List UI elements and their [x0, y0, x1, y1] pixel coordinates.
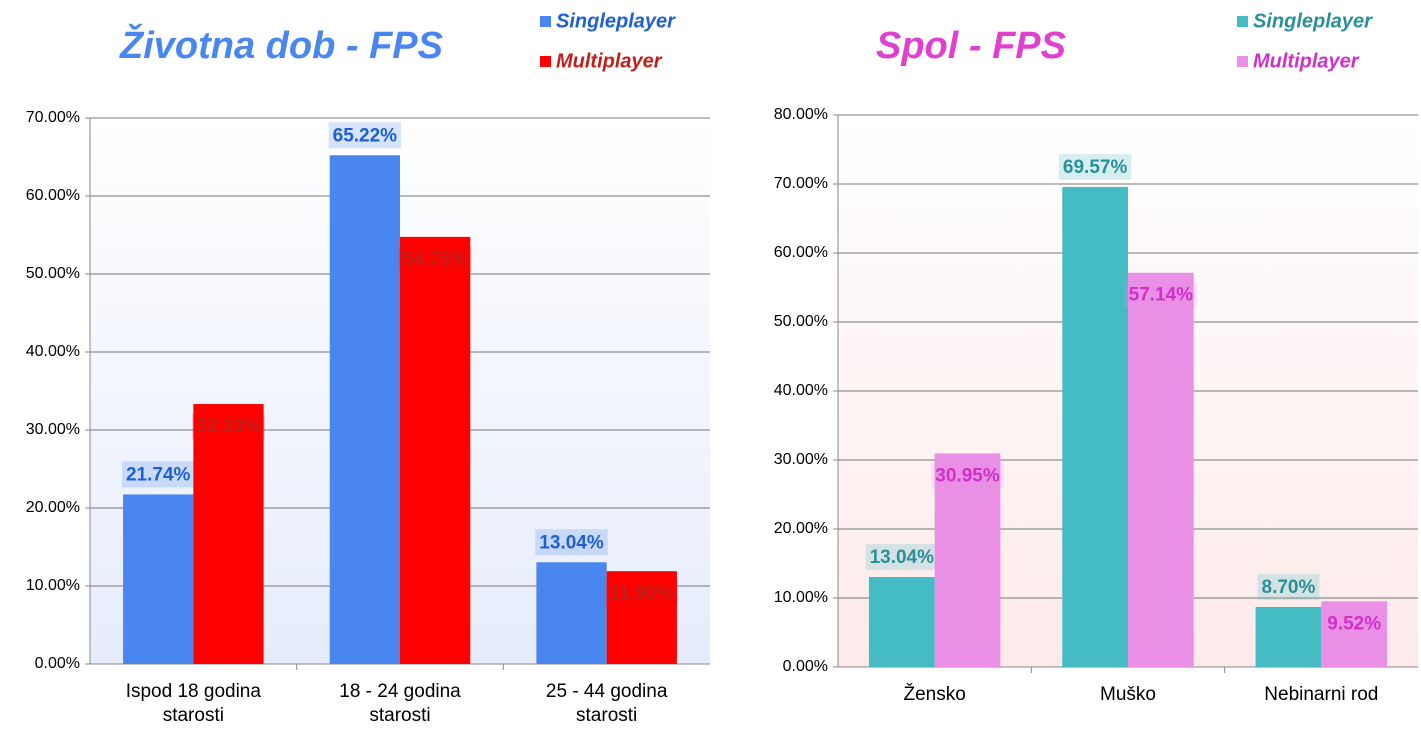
bar	[1128, 272, 1194, 667]
bar	[123, 494, 194, 664]
x-tick-label: Ispod 18 godina starosti	[125, 681, 261, 726]
legend-label: Multiplayer	[1253, 50, 1360, 72]
value-label: 11.90%	[610, 583, 673, 604]
value-label-bg	[1124, 281, 1198, 308]
chart-title: Životna dob - FPS	[119, 23, 443, 67]
y-tick-label: 50.00%	[774, 313, 828, 330]
x-tick-label: 25 - 44 godina starosti	[545, 681, 668, 726]
value-label: 9.52%	[1327, 613, 1381, 634]
y-tick-label: 10.00%	[26, 577, 80, 594]
value-label-bg	[606, 580, 678, 607]
value-label: 54.76%	[403, 249, 468, 270]
y-tick-label: 40.00%	[774, 382, 828, 399]
y-tick-label: 40.00%	[26, 343, 80, 360]
value-label-bg	[1257, 573, 1320, 600]
y-tick-label: 60.00%	[26, 187, 80, 204]
x-tick-label: Muško	[1100, 684, 1156, 705]
bar	[193, 404, 264, 664]
y-tick-label: 10.00%	[774, 589, 828, 606]
legend-swatch	[540, 56, 551, 67]
legend-label: Singleplayer	[1253, 10, 1373, 32]
value-label: 30.95%	[935, 465, 1000, 486]
y-tick-label: 30.00%	[26, 421, 80, 438]
y-tick-label: 80.00%	[774, 106, 828, 123]
bar	[1321, 601, 1388, 667]
value-label-bg	[535, 529, 608, 556]
value-label: 21.74%	[126, 464, 191, 485]
value-label-bg	[1323, 610, 1386, 637]
value-label: 13.04%	[870, 547, 935, 568]
value-label-bg	[192, 413, 265, 440]
y-tick-label: 0.00%	[35, 655, 80, 672]
bar	[868, 577, 935, 667]
value-label: 57.14%	[1129, 285, 1194, 306]
x-tick-label: Nebinarni rod	[1264, 684, 1379, 705]
value-label-bg	[398, 245, 472, 272]
x-tick-label: Žensko	[903, 684, 966, 705]
bar	[934, 453, 1001, 667]
value-label-bg	[1058, 153, 1132, 180]
y-tick-label: 50.00%	[26, 265, 80, 282]
value-label-bg	[931, 462, 1004, 489]
y-tick-label: 70.00%	[774, 175, 828, 192]
y-tick-label: 30.00%	[774, 451, 828, 468]
legend-swatch	[1237, 56, 1248, 67]
legend-label: Singleplayer	[556, 10, 676, 32]
value-label: 13.04%	[539, 532, 604, 553]
y-tick-label: 0.00%	[783, 658, 828, 675]
legend-swatch	[540, 16, 551, 27]
legend-label: Multiplayer	[556, 50, 663, 72]
y-tick-label: 60.00%	[774, 244, 828, 261]
bar	[1255, 606, 1322, 667]
y-tick-label: 20.00%	[26, 499, 80, 516]
legend-swatch	[1237, 16, 1248, 27]
y-tick-label: 70.00%	[26, 109, 80, 126]
bar	[536, 562, 607, 664]
value-label: 33.33%	[196, 416, 261, 437]
bar	[329, 155, 400, 664]
value-label-bg	[865, 544, 939, 571]
value-label: 8.70%	[1262, 577, 1316, 598]
value-label: 69.57%	[1063, 157, 1128, 178]
value-label-bg	[328, 122, 402, 149]
value-label-bg	[121, 461, 195, 488]
bar	[400, 236, 471, 664]
bar	[606, 571, 677, 664]
y-tick-label: 20.00%	[774, 520, 828, 537]
x-tick-label: 18 - 24 godina starosti	[339, 681, 461, 726]
value-label: 65.22%	[333, 125, 398, 146]
chart-title: Spol - FPS	[876, 25, 1066, 67]
bar	[1062, 186, 1128, 668]
